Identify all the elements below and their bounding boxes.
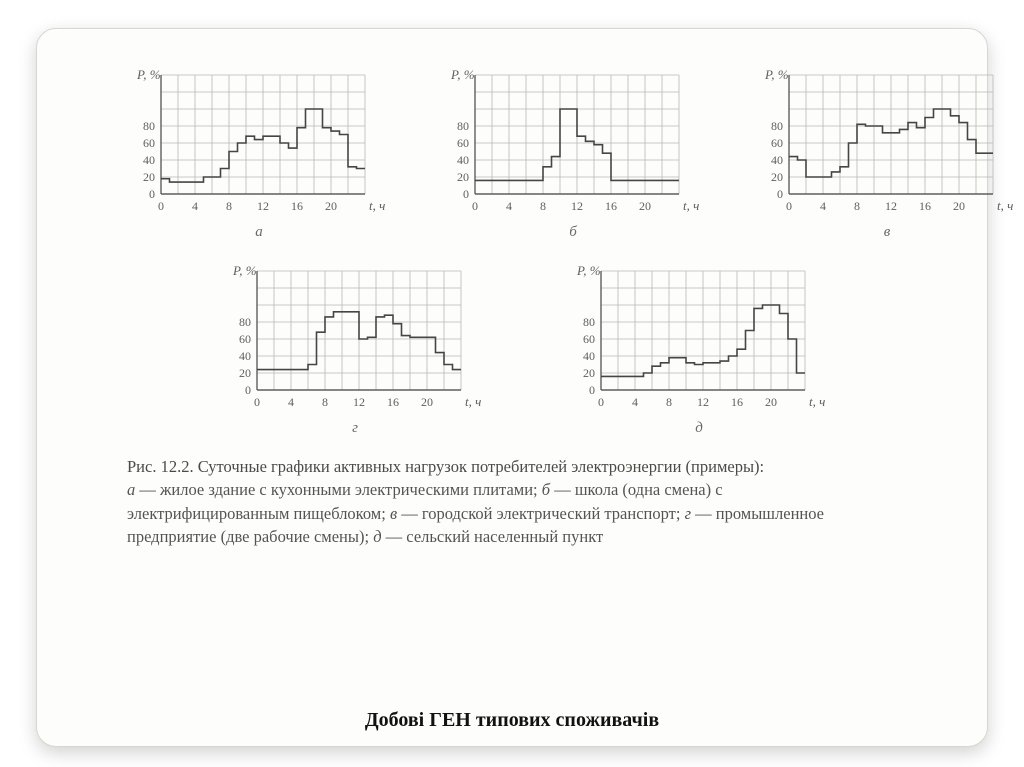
svg-text:0: 0 <box>245 383 251 397</box>
charts-row-1: 020406080048121620P, %t, ч а 02040608004… <box>127 63 897 241</box>
chart-svg-a: 0 20 40 60 80 0 4 8 12 16 20 P, % t, ч <box>127 63 391 218</box>
chart-svg-g: 0 20 40 60 80 0 4 8 12 16 20 P, % t, ч <box>223 259 487 414</box>
svg-text:16: 16 <box>291 199 303 213</box>
svg-text:80: 80 <box>583 315 595 329</box>
svg-text:40: 40 <box>583 349 595 363</box>
svg-text:P, %: P, % <box>450 67 475 82</box>
chart-a: 0 20 40 60 80 0 4 8 12 16 20 P, % t, ч а <box>127 63 391 241</box>
slide: 020406080048121620P, %t, ч а 02040608004… <box>0 0 1024 767</box>
svg-text:4: 4 <box>632 395 638 409</box>
svg-text:20: 20 <box>639 199 651 213</box>
svg-text:0: 0 <box>158 199 164 213</box>
chart-v-sub: в <box>884 224 891 241</box>
svg-text:8: 8 <box>540 199 546 213</box>
svg-text:t, ч: t, ч <box>683 198 699 213</box>
card-frame: 020406080048121620P, %t, ч а 02040608004… <box>36 28 988 747</box>
svg-text:40: 40 <box>457 153 469 167</box>
svg-text:8: 8 <box>226 199 232 213</box>
svg-text:40: 40 <box>143 153 155 167</box>
figure-caption: Рис. 12.2. Суточные графики активных наг… <box>127 455 887 549</box>
svg-text:16: 16 <box>919 199 931 213</box>
svg-text:20: 20 <box>771 170 783 184</box>
svg-text:8: 8 <box>322 395 328 409</box>
svg-text:20: 20 <box>421 395 433 409</box>
charts-row-2: 0 20 40 60 80 0 4 8 12 16 20 P, % t, ч г 0 20 40 60 80 0 4… <box>223 259 897 437</box>
chart-g-sub: г <box>352 420 358 437</box>
svg-text:60: 60 <box>143 136 155 150</box>
svg-text:4: 4 <box>288 395 294 409</box>
chart-svg-d: 0 20 40 60 80 0 4 8 12 16 20 P, % t, ч <box>567 259 831 414</box>
svg-text:t, ч: t, ч <box>997 198 1013 213</box>
svg-text:16: 16 <box>387 395 399 409</box>
svg-text:8: 8 <box>666 395 672 409</box>
svg-text:20: 20 <box>953 199 965 213</box>
chart-g: 0 20 40 60 80 0 4 8 12 16 20 P, % t, ч г <box>223 259 487 437</box>
svg-text:16: 16 <box>605 199 617 213</box>
svg-text:12: 12 <box>257 199 269 213</box>
legend-b-key: б <box>542 480 550 499</box>
chart-svg-b: 0 20 40 60 80 0 4 8 12 16 20 P, % t, ч <box>441 63 705 218</box>
legend-line: а — жилое здание с кухонными электрическ… <box>127 480 824 546</box>
legend-a-key: а <box>127 480 135 499</box>
chart-d: 0 20 40 60 80 0 4 8 12 16 20 P, % t, ч д <box>567 259 831 437</box>
chart-a-sub: а <box>255 224 263 241</box>
svg-text:20: 20 <box>765 395 777 409</box>
svg-text:20: 20 <box>143 170 155 184</box>
svg-text:20: 20 <box>325 199 337 213</box>
svg-text:t, ч: t, ч <box>465 394 481 409</box>
svg-text:4: 4 <box>192 199 198 213</box>
svg-text:0: 0 <box>777 187 783 201</box>
legend-v-txt: — городской электрический транспорт; <box>397 504 684 523</box>
svg-text:20: 20 <box>583 366 595 380</box>
svg-text:60: 60 <box>457 136 469 150</box>
svg-text:60: 60 <box>239 332 251 346</box>
svg-text:t, ч: t, ч <box>369 198 385 213</box>
legend-d-key: д <box>373 527 381 546</box>
svg-text:4: 4 <box>820 199 826 213</box>
svg-text:0: 0 <box>149 187 155 201</box>
svg-text:P, %: P, % <box>136 67 161 82</box>
svg-text:12: 12 <box>697 395 709 409</box>
svg-text:16: 16 <box>731 395 743 409</box>
legend-a-txt: — жилое здание с кухонными электрическим… <box>135 480 542 499</box>
chart-d-sub: д <box>695 420 703 437</box>
svg-text:40: 40 <box>771 153 783 167</box>
svg-text:12: 12 <box>353 395 365 409</box>
svg-text:4: 4 <box>506 199 512 213</box>
svg-text:20: 20 <box>239 366 251 380</box>
svg-text:0: 0 <box>598 395 604 409</box>
svg-text:80: 80 <box>457 119 469 133</box>
svg-text:60: 60 <box>583 332 595 346</box>
svg-text:0: 0 <box>254 395 260 409</box>
chart-v: 0 20 40 60 80 0 4 8 12 16 20 P, % t, ч в <box>755 63 1019 241</box>
svg-text:12: 12 <box>571 199 583 213</box>
svg-text:P, %: P, % <box>764 67 789 82</box>
fig-title: Рис. 12.2. Суточные графики активных наг… <box>127 457 764 476</box>
svg-text:12: 12 <box>885 199 897 213</box>
svg-text:60: 60 <box>771 136 783 150</box>
svg-text:8: 8 <box>854 199 860 213</box>
svg-text:0: 0 <box>589 383 595 397</box>
bottom-title: Добові ГЕН типових споживачів <box>37 709 987 732</box>
svg-text:40: 40 <box>239 349 251 363</box>
svg-text:80: 80 <box>771 119 783 133</box>
svg-text:P, %: P, % <box>232 263 257 278</box>
legend-d-txt: — сельский населенный пункт <box>382 527 604 546</box>
svg-text:80: 80 <box>239 315 251 329</box>
chart-svg-v: 0 20 40 60 80 0 4 8 12 16 20 P, % t, ч <box>755 63 1019 218</box>
svg-text:P, %: P, % <box>576 263 601 278</box>
svg-text:0: 0 <box>463 187 469 201</box>
svg-text:20: 20 <box>457 170 469 184</box>
svg-text:80: 80 <box>143 119 155 133</box>
svg-text:t, ч: t, ч <box>809 394 825 409</box>
svg-text:0: 0 <box>786 199 792 213</box>
svg-text:0: 0 <box>472 199 478 213</box>
chart-b-sub: б <box>569 224 577 241</box>
chart-b: 0 20 40 60 80 0 4 8 12 16 20 P, % t, ч б <box>441 63 705 241</box>
